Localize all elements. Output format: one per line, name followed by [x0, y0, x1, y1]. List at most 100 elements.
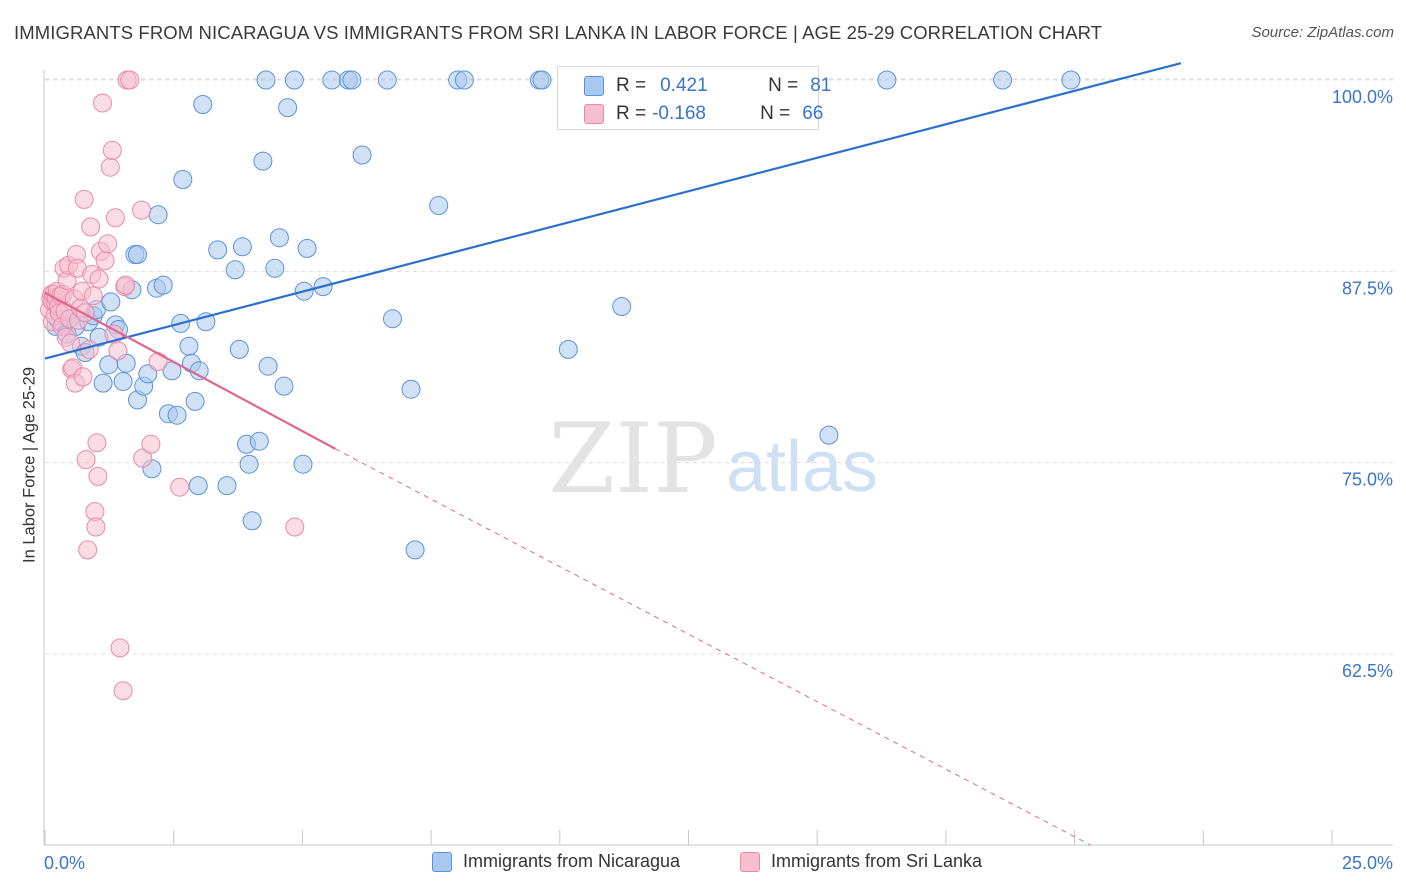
- y-tick-label: 87.5%: [1342, 278, 1393, 298]
- legend-label-srilanka: Immigrants from Sri Lanka: [771, 851, 983, 871]
- data-points: [40, 70, 1081, 701]
- y-tick-label: 75.0%: [1342, 470, 1393, 490]
- nicaragua-point: [138, 364, 158, 384]
- nicaragua-point: [993, 70, 1013, 90]
- nicaragua-point: [93, 373, 113, 393]
- watermark: ZIP atlas: [548, 403, 878, 515]
- watermark-atlas: atlas: [726, 427, 878, 507]
- srilanka-point: [87, 433, 107, 453]
- tick-labels: 62.5% 75.0% 87.5% 100.0% 0.0% 25.0%: [44, 87, 1393, 873]
- nicaragua-point: [225, 260, 245, 280]
- nicaragua-point: [274, 376, 294, 396]
- srilanka-point: [75, 303, 95, 323]
- trend-line-srilanka: [44, 291, 336, 450]
- srilanka-point: [73, 367, 93, 387]
- legend-n-label: N =: [768, 75, 799, 96]
- legend-n-value-nicaragua: 81: [810, 75, 832, 96]
- legend-label-nicaragua: Immigrants from Nicaragua: [463, 851, 681, 871]
- nicaragua-point: [297, 238, 317, 258]
- srilanka-point: [95, 251, 115, 271]
- nicaragua-point: [429, 196, 449, 215]
- legend-n-label: N =: [760, 103, 791, 124]
- source-credit: Source: ZipAtlas.com: [1251, 24, 1394, 41]
- y-axis-label: In Labor Force | Age 25-29: [20, 367, 39, 563]
- nicaragua-point: [256, 70, 276, 90]
- chart-title: IMMIGRANTS FROM NICARAGUA VS IMMIGRANTS …: [14, 22, 1103, 43]
- srilanka-point: [86, 517, 106, 537]
- legend-r-label: R =: [616, 75, 647, 96]
- nicaragua-point: [401, 379, 421, 399]
- nicaragua-point: [239, 454, 259, 474]
- srilanka-point: [113, 681, 133, 701]
- nicaragua-point: [229, 339, 249, 359]
- nicaragua-point: [101, 292, 121, 312]
- nicaragua-point: [189, 361, 209, 381]
- series-legend: Immigrants from Nicaragua Immigrants fro…: [0, 851, 1406, 879]
- nicaragua-point: [342, 70, 362, 90]
- nicaragua-point: [208, 240, 228, 260]
- srilanka-point: [141, 434, 161, 454]
- legend-item-nicaragua[interactable]: Immigrants from Nicaragua: [432, 851, 680, 872]
- srilanka-point: [93, 93, 113, 113]
- nicaragua-point: [454, 70, 474, 90]
- nicaragua-point: [293, 454, 313, 474]
- nicaragua-point: [185, 391, 205, 411]
- nicaragua-point: [113, 372, 133, 391]
- nicaragua-point: [284, 70, 304, 90]
- legend-swatch-nicaragua: [432, 851, 452, 872]
- axes: [43, 70, 1393, 846]
- srilanka-point: [102, 140, 122, 160]
- nicaragua-point: [188, 476, 208, 496]
- nicaragua-point: [173, 170, 193, 189]
- nicaragua-point: [232, 237, 252, 257]
- srilanka-point: [148, 352, 168, 372]
- legend-n-value-srilanka: 66: [802, 103, 824, 124]
- y-tick-label: 100.0%: [1332, 87, 1393, 107]
- nicaragua-point: [148, 205, 168, 225]
- nicaragua-point: [383, 309, 402, 329]
- nicaragua-point: [532, 70, 552, 90]
- srilanka-point: [74, 189, 94, 209]
- x-tick-label-min: 0.0%: [44, 853, 85, 873]
- nicaragua-point: [377, 70, 397, 90]
- trend-line-nicaragua: [44, 62, 1182, 360]
- legend-r-value-srilanka: -0.168: [652, 103, 706, 124]
- nicaragua-point: [322, 70, 342, 90]
- legend-swatch-srilanka: [584, 104, 604, 124]
- trend-extension-srilanka: [335, 448, 1092, 846]
- legend-row-nicaragua: R = 0.421 N = 81: [558, 73, 831, 99]
- nicaragua-point: [167, 405, 187, 425]
- srilanka-point: [105, 208, 125, 228]
- nicaragua-point: [258, 356, 278, 376]
- nicaragua-point: [558, 339, 578, 359]
- nicaragua-point: [819, 425, 839, 445]
- nicaragua-point: [877, 70, 897, 90]
- nicaragua-point: [242, 511, 262, 531]
- srilanka-point: [89, 269, 109, 289]
- grid-lines: [45, 78, 1395, 655]
- srilanka-point: [88, 466, 108, 486]
- nicaragua-point: [269, 228, 289, 248]
- srilanka-point: [83, 286, 103, 306]
- nicaragua-point: [253, 151, 273, 171]
- nicaragua-point: [249, 431, 269, 451]
- srilanka-point: [110, 638, 130, 658]
- srilanka-point: [116, 275, 136, 295]
- nicaragua-point: [265, 258, 285, 278]
- nicaragua-point: [128, 245, 147, 264]
- legend-swatch-nicaragua: [584, 76, 604, 96]
- srilanka-point: [132, 200, 152, 220]
- srilanka-point: [120, 70, 140, 90]
- srilanka-point: [100, 157, 120, 177]
- srilanka-point: [81, 217, 101, 237]
- srilanka-point: [285, 517, 305, 537]
- legend-item-srilanka[interactable]: Immigrants from Sri Lanka: [740, 851, 982, 872]
- srilanka-point: [76, 450, 96, 470]
- srilanka-point: [133, 448, 153, 468]
- legend-r-value-nicaragua: 0.421: [660, 75, 708, 96]
- nicaragua-point: [352, 145, 372, 165]
- nicaragua-point: [405, 540, 425, 560]
- y-tick-label: 62.5%: [1342, 661, 1393, 681]
- watermark-zip: ZIP: [548, 403, 717, 515]
